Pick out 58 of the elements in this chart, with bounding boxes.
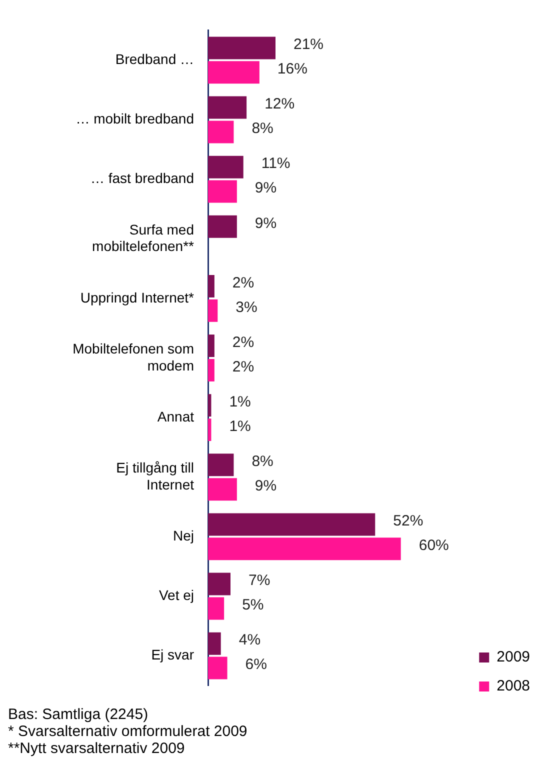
text: * Svarsalternativ omformulerat 2009 bbox=[8, 723, 248, 740]
data-label: 2% bbox=[232, 274, 254, 292]
bar bbox=[208, 36, 276, 60]
y-tick-label: … mobilt bredband bbox=[76, 110, 194, 127]
y-tick-label: Vet ej bbox=[158, 587, 194, 604]
text: Bas: Samtliga (2245) bbox=[8, 706, 150, 723]
y-tick-label: Ej svar bbox=[151, 646, 194, 663]
bar bbox=[208, 274, 214, 298]
data-label: 9% bbox=[254, 180, 277, 197]
data-label: 9% bbox=[254, 477, 277, 494]
bar bbox=[208, 61, 260, 84]
data-label: 60% bbox=[418, 537, 449, 554]
data-label: 52% bbox=[393, 512, 424, 530]
data-label: 16% bbox=[277, 60, 308, 78]
data-label: 12% bbox=[264, 96, 295, 113]
bar bbox=[208, 334, 214, 358]
data-label: 9% bbox=[254, 214, 277, 232]
y-tick-label: Nej bbox=[172, 528, 194, 544]
bar bbox=[208, 478, 237, 501]
bar bbox=[208, 513, 376, 536]
bar bbox=[208, 454, 234, 476]
data-label: 2% bbox=[232, 334, 254, 351]
data-label: 4% bbox=[238, 632, 261, 649]
text: **Nytt svarsalternativ 2009 bbox=[8, 740, 186, 757]
bar bbox=[208, 180, 237, 203]
bar bbox=[208, 418, 212, 442]
y-tick-label: Uppringd Internet* bbox=[80, 289, 195, 306]
data-label: 21% bbox=[293, 36, 324, 54]
y-tick-label: … fast bredband bbox=[90, 170, 194, 186]
data-label: 11% bbox=[261, 155, 290, 172]
legend-label: 2009 bbox=[496, 648, 530, 666]
bar bbox=[208, 120, 234, 144]
bar bbox=[208, 538, 401, 560]
y-tick-label: Bredband … bbox=[115, 51, 194, 68]
data-label: 7% bbox=[248, 572, 270, 590]
y-tick-label: Ej tillgång till Internet bbox=[116, 460, 194, 492]
data-label: 6% bbox=[245, 656, 267, 674]
bar bbox=[208, 632, 221, 655]
y-tick-label: Surfa med mobiltelefonen** bbox=[92, 221, 195, 254]
bar bbox=[208, 215, 237, 238]
bar bbox=[208, 656, 228, 680]
data-label: 5% bbox=[242, 596, 264, 614]
bar bbox=[208, 299, 218, 322]
data-label: 1% bbox=[229, 418, 251, 435]
legend-label: 2008 bbox=[496, 678, 530, 695]
data-label: 2% bbox=[232, 358, 254, 376]
bar bbox=[208, 572, 230, 596]
bar bbox=[208, 394, 212, 417]
bar bbox=[208, 597, 224, 620]
data-label: 1% bbox=[229, 393, 251, 410]
data-label: 8% bbox=[252, 453, 274, 470]
y-tick-label: Mobiltelefonen som modem bbox=[72, 340, 194, 374]
bar bbox=[208, 358, 214, 382]
bar bbox=[208, 96, 247, 119]
data-label: 3% bbox=[236, 298, 258, 316]
y-tick-label: Annat bbox=[157, 408, 194, 424]
bar bbox=[208, 156, 244, 178]
data-label: 8% bbox=[252, 120, 274, 138]
